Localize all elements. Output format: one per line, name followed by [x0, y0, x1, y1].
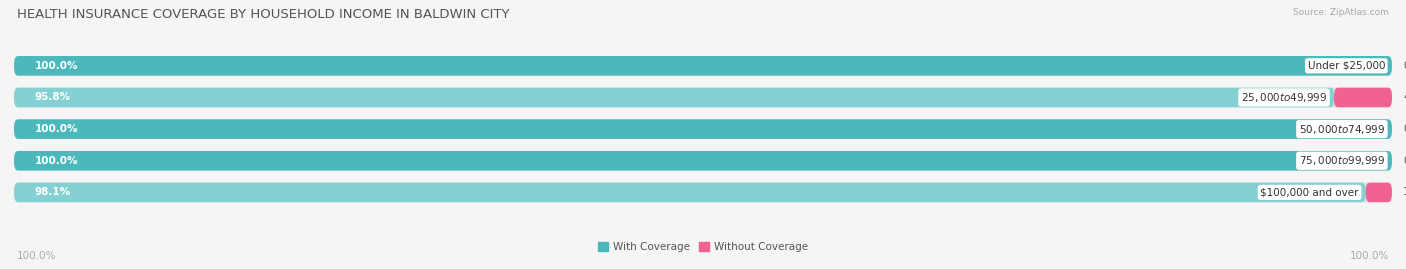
Text: 4.2%: 4.2%	[1403, 93, 1406, 102]
Text: 1.9%: 1.9%	[1403, 187, 1406, 197]
FancyBboxPatch shape	[14, 88, 1392, 107]
Text: Source: ZipAtlas.com: Source: ZipAtlas.com	[1294, 8, 1389, 17]
Text: 0.0%: 0.0%	[1403, 156, 1406, 166]
FancyBboxPatch shape	[14, 56, 1392, 76]
Text: 95.8%: 95.8%	[35, 93, 70, 102]
Text: Under $25,000: Under $25,000	[1308, 61, 1385, 71]
FancyBboxPatch shape	[14, 151, 1392, 171]
FancyBboxPatch shape	[14, 183, 1365, 202]
Text: 100.0%: 100.0%	[35, 156, 79, 166]
FancyBboxPatch shape	[14, 88, 1334, 107]
FancyBboxPatch shape	[14, 119, 1392, 139]
Text: HEALTH INSURANCE COVERAGE BY HOUSEHOLD INCOME IN BALDWIN CITY: HEALTH INSURANCE COVERAGE BY HOUSEHOLD I…	[17, 8, 509, 21]
Text: 100.0%: 100.0%	[1350, 251, 1389, 261]
FancyBboxPatch shape	[14, 56, 1392, 76]
Legend: With Coverage, Without Coverage: With Coverage, Without Coverage	[593, 238, 813, 256]
Text: $50,000 to $74,999: $50,000 to $74,999	[1299, 123, 1385, 136]
Text: 100.0%: 100.0%	[35, 124, 79, 134]
Text: $100,000 and over: $100,000 and over	[1260, 187, 1358, 197]
FancyBboxPatch shape	[1334, 88, 1392, 107]
Text: 100.0%: 100.0%	[35, 61, 79, 71]
Text: $75,000 to $99,999: $75,000 to $99,999	[1299, 154, 1385, 167]
FancyBboxPatch shape	[14, 151, 1392, 171]
Text: 0.0%: 0.0%	[1403, 61, 1406, 71]
FancyBboxPatch shape	[1365, 183, 1392, 202]
Text: 0.0%: 0.0%	[1403, 124, 1406, 134]
Text: 100.0%: 100.0%	[17, 251, 56, 261]
Text: $25,000 to $49,999: $25,000 to $49,999	[1241, 91, 1327, 104]
Text: 98.1%: 98.1%	[35, 187, 70, 197]
FancyBboxPatch shape	[14, 119, 1392, 139]
FancyBboxPatch shape	[14, 183, 1392, 202]
